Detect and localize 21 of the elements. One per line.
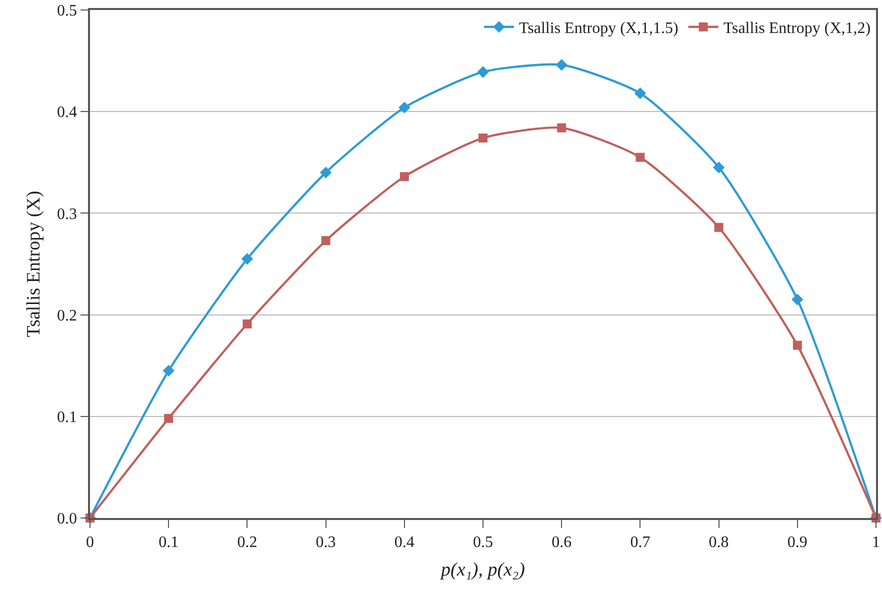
x-tick-label: 0.5 <box>473 534 493 551</box>
legend-label: Tsallis Entropy (X,1,2) <box>723 20 871 38</box>
x-tick-label: 0.1 <box>158 534 179 551</box>
x-tick-label: 0.7 <box>630 534 650 551</box>
x-tick-label: 0 <box>86 534 94 551</box>
y-tick-label: 0.5 <box>57 2 78 20</box>
x-tick-label: 0.3 <box>316 534 336 551</box>
x-tick-label: 0.9 <box>787 534 808 551</box>
y-axis-title: Tsallis Entropy (X) <box>23 190 44 338</box>
x-tick-label: 0.6 <box>552 534 572 551</box>
y-tick-label: 0.3 <box>57 206 78 223</box>
x-axis-title: p(x₁), p(x₂) <box>439 559 525 580</box>
legend-label: Tsallis Entropy (X,1,1.5) <box>519 20 678 38</box>
x-tick-label: 1 <box>872 534 880 551</box>
y-tick-label: 0.4 <box>57 104 78 122</box>
x-tick-label: 0.2 <box>237 534 258 551</box>
y-tick-label: 0.1 <box>57 409 78 426</box>
x-tick-label: 0.8 <box>708 534 729 551</box>
y-tick-label: 0.0 <box>57 510 78 528</box>
y-tick-label: 0.2 <box>57 307 78 324</box>
x-tick-label: 0.4 <box>394 534 414 551</box>
